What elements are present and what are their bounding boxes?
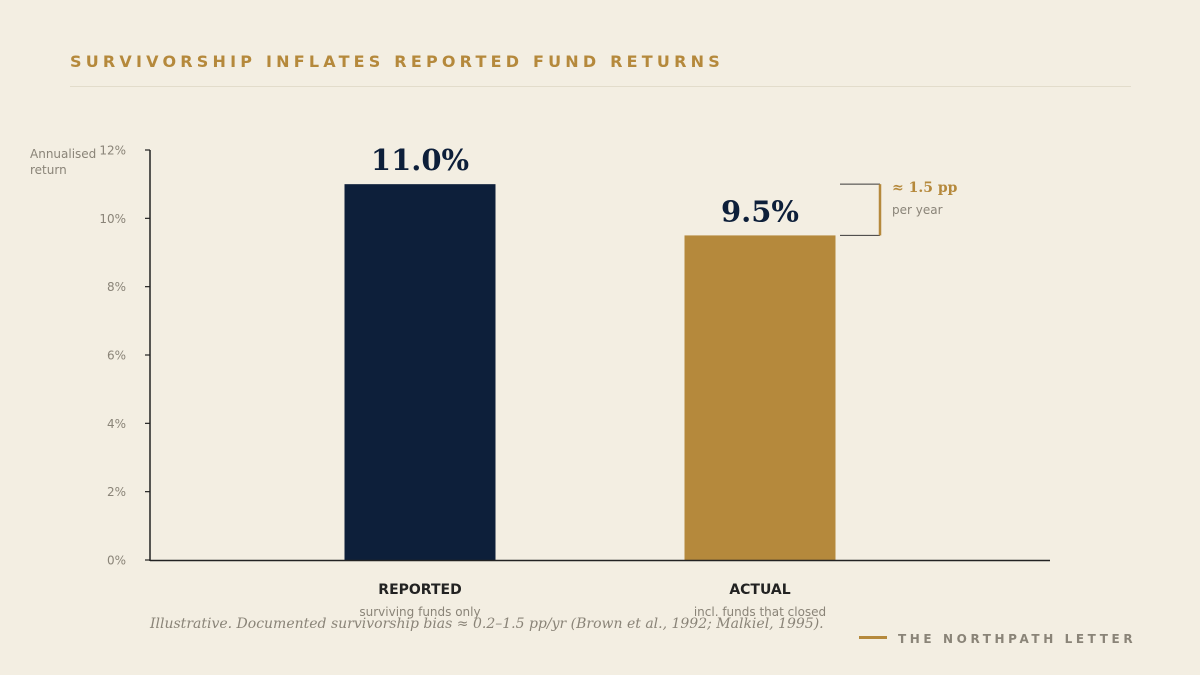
bar-value-label: 9.5% (721, 194, 799, 228)
y-tick-label: 6% (107, 349, 126, 363)
difference-sublabel: per year (892, 203, 943, 217)
bar-reported (344, 184, 496, 560)
brand-name: THE NORTHPATH LETTER (898, 632, 1137, 646)
bar-value-label: 11.0% (371, 143, 469, 177)
x-category-label: REPORTED (378, 582, 461, 598)
source-footnote: Illustrative. Documented survivorship bi… (150, 616, 824, 632)
brand-rule (859, 636, 887, 639)
bar-actual (684, 235, 836, 560)
chart-title: SURVIVORSHIP INFLATES REPORTED FUND RETU… (70, 52, 724, 71)
x-category-sublabel: incl. funds that closed (694, 605, 826, 619)
y-axis-label: return (30, 163, 67, 177)
y-tick-label: 0% (107, 554, 126, 568)
y-tick-label: 8% (107, 280, 126, 294)
y-tick-label: 10% (99, 212, 126, 226)
difference-label: ≈ 1.5 pp (892, 180, 958, 196)
y-axis-label: Annualised (30, 147, 96, 161)
x-category-label: ACTUAL (729, 582, 790, 598)
y-tick-label: 12% (99, 144, 126, 158)
y-tick-label: 4% (107, 417, 126, 431)
title-divider (70, 86, 1131, 87)
x-category-sublabel: surviving funds only (359, 605, 480, 619)
y-tick-label: 2% (107, 485, 126, 499)
